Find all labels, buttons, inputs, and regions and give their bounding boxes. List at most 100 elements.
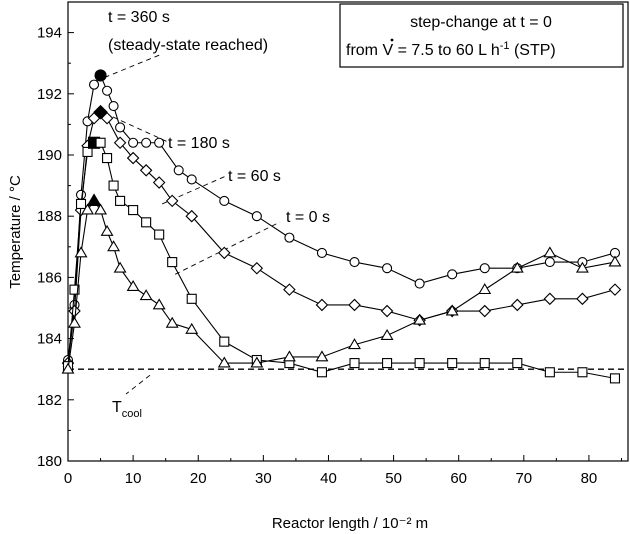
data-point-circle — [88, 79, 100, 90]
y-tick-label: 192 — [37, 86, 62, 103]
t-cool-sub: cool — [122, 408, 142, 420]
data-point-triangle — [282, 350, 296, 362]
data-point-triangle — [113, 261, 127, 273]
data-point-diamond — [543, 292, 557, 306]
x-tick-label: 60 — [450, 470, 467, 487]
data-point-square — [154, 229, 165, 240]
axis-ticks: 0 10 20 30 40 50 60 70 80 180 182 184 186 188 190 192 19… — [37, 25, 622, 487]
x-tick-label: 20 — [190, 470, 207, 487]
data-point-square — [512, 358, 523, 369]
annotation-t180: t = 180 s — [168, 135, 230, 152]
y-tick-label: 190 — [37, 147, 62, 164]
data-point-circle — [128, 137, 139, 148]
x-tick-label: 30 — [255, 470, 272, 487]
data-point-square — [316, 367, 328, 378]
data-point-triangle — [217, 356, 231, 368]
x-tick-label: 40 — [320, 470, 337, 487]
series-line — [67, 111, 616, 364]
data-point-square — [186, 293, 197, 304]
data-point-square — [95, 137, 106, 148]
data-point-square — [69, 284, 80, 295]
data-point-diamond — [478, 304, 492, 318]
annotation-t0: t = 0 s — [286, 209, 330, 226]
peak-point-triangle — [86, 193, 102, 206]
data-point-diamond — [511, 298, 524, 312]
series-triangle — [61, 193, 622, 374]
data-point-circle — [173, 165, 184, 176]
annotation-t360-note: (steady-state reached) — [108, 37, 268, 54]
x-tick-label: 50 — [385, 470, 402, 487]
data-point-diamond — [100, 112, 114, 125]
annotation-leader-lines — [104, 53, 281, 395]
peak-point-circle — [94, 69, 107, 82]
data-point-circle — [251, 211, 262, 222]
data-point-diamond — [315, 298, 329, 312]
data-point-triangle — [543, 246, 557, 258]
data-point-triangle — [81, 203, 94, 215]
data-point-triangle — [107, 240, 121, 252]
data-point-circle — [108, 100, 119, 112]
data-point-diamond — [68, 304, 81, 318]
data-point-diamond — [380, 304, 394, 318]
data-point-triangle — [61, 362, 75, 374]
x-tick-label: 0 — [64, 470, 72, 487]
data-point-square — [544, 367, 555, 378]
y-tick-label: 194 — [37, 25, 62, 42]
t-cool-label: Tcool — [112, 399, 142, 420]
condition-box-frame — [339, 3, 624, 68]
data-point-triangle — [139, 289, 153, 301]
y-tick-label: 188 — [37, 208, 62, 225]
data-point-square — [609, 373, 621, 384]
data-point-diamond — [218, 246, 231, 260]
data-point-square — [167, 257, 178, 268]
condition-line-2: from V = 7.5 to 60 L h-1 (STP) — [346, 40, 556, 59]
condition-box: step-change at t = 0 from V = 7.5 to 60 … — [339, 3, 624, 68]
data-point-triangle — [445, 304, 459, 316]
data-point-triangle — [185, 322, 199, 334]
x-tick-label: 10 — [125, 470, 142, 487]
data-point-square — [577, 367, 588, 378]
data-point-triangle — [348, 338, 361, 350]
data-point-diamond — [576, 292, 589, 306]
data-point-diamond — [348, 298, 361, 312]
y-tick-label: 184 — [37, 331, 62, 348]
data-point-triangle — [68, 316, 81, 328]
data-point-circle — [186, 174, 197, 185]
condition-flow-range: = 7.5 to 60 L h — [393, 42, 500, 59]
data-point-circle — [316, 247, 328, 258]
leader-line — [174, 221, 281, 275]
data-point-triangle — [126, 279, 140, 291]
data-point-triangle — [315, 350, 329, 362]
data-point-triangle — [575, 261, 589, 273]
data-point-triangle — [94, 203, 108, 215]
data-point-circle — [479, 263, 490, 274]
data-point-square — [128, 205, 139, 216]
annotation-t360: t = 360 s — [108, 9, 170, 26]
condition-stp: (STP) — [510, 42, 556, 59]
data-point-triangle — [608, 255, 622, 267]
data-point-triangle — [478, 283, 492, 295]
data-point-diamond — [250, 261, 264, 275]
data-series — [61, 69, 622, 384]
data-point-square — [447, 358, 458, 369]
y-tick-label: 180 — [37, 453, 62, 470]
data-point-square — [414, 358, 425, 369]
data-point-diamond — [165, 194, 179, 208]
v-dot-mark — [390, 38, 394, 42]
leader-line — [104, 53, 163, 78]
data-point-square — [75, 198, 87, 210]
data-point-triangle — [250, 356, 264, 368]
data-point-diamond — [608, 283, 622, 296]
plot-frame — [67, 1, 629, 462]
data-point-diamond — [139, 164, 153, 177]
x-tick-label: 80 — [581, 470, 598, 487]
condition-line-1: step-change at t = 0 — [410, 14, 552, 31]
data-point-circle — [544, 257, 555, 268]
y-tick-label: 182 — [37, 392, 62, 409]
annotation-t60: t = 60 s — [228, 168, 281, 185]
data-point-triangle — [74, 246, 88, 258]
data-point-square — [102, 153, 113, 164]
data-point-square — [349, 358, 360, 369]
data-point-triangle — [413, 313, 427, 325]
